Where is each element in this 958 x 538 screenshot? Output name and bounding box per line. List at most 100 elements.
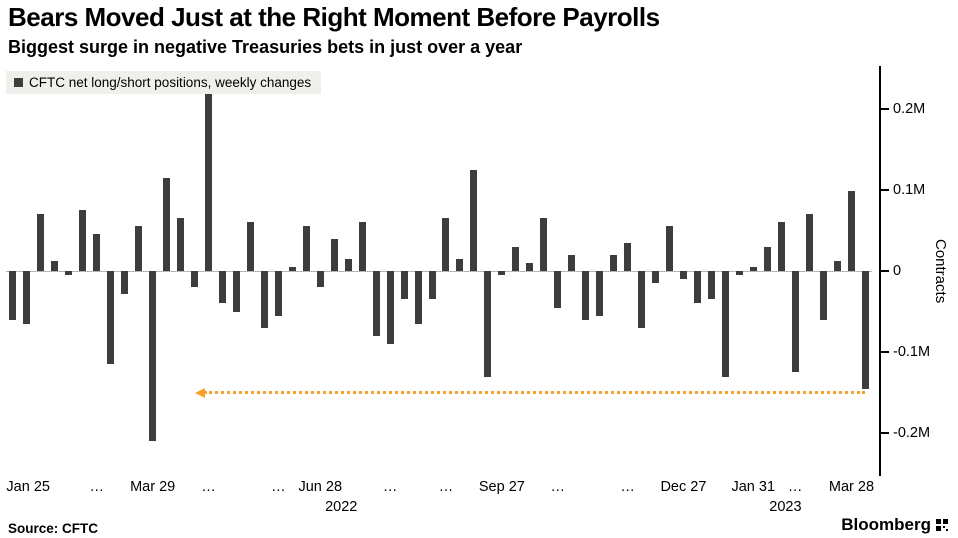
bar [428,271,436,300]
zero-line [6,270,872,272]
bar [219,271,226,304]
bar [344,258,352,271]
bar [582,271,590,320]
bar [135,226,143,271]
x-axis-tick-label: … [438,479,454,495]
y-axis-tick-label: 0.1M [893,181,926,198]
bar [693,271,701,304]
x-axis-tick-label: Jun 28 [298,479,343,495]
bar [163,177,171,271]
bar [386,271,394,345]
y-axis-tick-label: -0.2M [893,425,931,442]
bar [735,271,743,276]
bar [191,271,199,288]
page-title: Bears Moved Just at the Right Moment Bef… [8,2,660,32]
bloomberg-terminal-icon [936,519,948,531]
bar [707,271,715,300]
y-axis-tick [879,270,889,272]
x-axis-tick-label: Dec 27 [660,479,707,495]
plot-area [6,66,872,476]
bar [121,271,129,294]
bar [777,222,785,271]
source-note: Source: CFTC [8,521,99,536]
bloomberg-logo: Bloomberg [841,515,948,535]
bar [721,271,729,377]
bar [79,210,87,271]
bar [177,218,185,271]
year-label: 2022 [325,499,358,515]
y-axis-tick-label: -0.1M [893,344,931,361]
bar [9,271,17,320]
bar [93,234,101,271]
legend: CFTC net long/short positions, weekly ch… [6,71,322,94]
bar [232,271,240,312]
bar [512,246,520,271]
y-axis-title: Contracts [932,238,949,304]
x-axis-tick-label: Mar 29 [130,479,176,495]
bar [149,271,157,442]
bar [302,226,310,271]
legend-label: CFTC net long/short positions, weekly ch… [29,75,312,90]
bar [833,261,841,271]
bar [749,266,757,271]
legend-marker-icon [14,78,23,87]
y-axis-tick [879,432,889,435]
x-axis-tick-label: Sep 27 [478,479,525,495]
x-axis-tick-label: … [201,479,216,495]
x-axis-tick-label: … [787,479,803,495]
bar [805,214,813,271]
x-axis-tick-label: … [620,479,635,495]
bar [540,218,548,271]
x-axis-tick-label: Jan 31 [731,479,776,495]
bar [861,271,869,389]
bar [568,254,576,271]
bar [554,271,562,308]
x-axis-tick-label: … [382,479,398,495]
bar [624,242,632,271]
bar [330,238,338,271]
bloomberg-wordmark: Bloomberg [841,515,931,534]
annotation-dotted-line [203,391,865,395]
bar [205,92,213,271]
x-axis-tick-label: Jan 25 [6,479,50,495]
bar [414,271,422,324]
y-axis-tick [879,188,889,191]
bar [316,271,324,288]
bar [498,271,506,276]
bar [65,271,73,276]
x-axis: Jan 25 … Mar 29 … … Jun 28 … … Sep 27 … … Dec 27 Jan… [6,479,875,497]
bar [274,271,282,316]
y-axis: 0.2M 0.1M 0 -0.1M -0.2M [872,66,958,476]
bar [484,271,492,377]
y-axis-tick-label: 0.2M [893,100,926,117]
y-axis-tick [879,351,889,354]
bar [819,271,827,320]
bar [638,271,646,328]
bar [679,271,687,280]
bar [107,271,115,365]
year-label: 2023 [769,499,802,515]
x-axis-tick-label: … [89,479,105,495]
annotation-arrow-icon [194,387,205,398]
bar [526,262,534,271]
bar [610,254,618,271]
bar [791,271,799,373]
bar [596,271,604,316]
bar [763,246,771,271]
bar [400,271,408,300]
bar [442,218,450,271]
y-axis-tick [879,107,889,110]
bar [358,222,366,271]
bar [260,271,268,328]
bar [847,191,855,271]
bar [470,169,478,271]
bar [372,271,380,336]
bar [456,258,464,271]
bar [288,266,296,271]
year-labels: 2022 2023 [6,499,872,517]
bar [37,214,45,271]
bar [23,271,31,324]
x-axis-tick-label: … [550,479,565,495]
bar [652,271,659,284]
x-axis-tick-label: Mar 28 [828,479,875,495]
